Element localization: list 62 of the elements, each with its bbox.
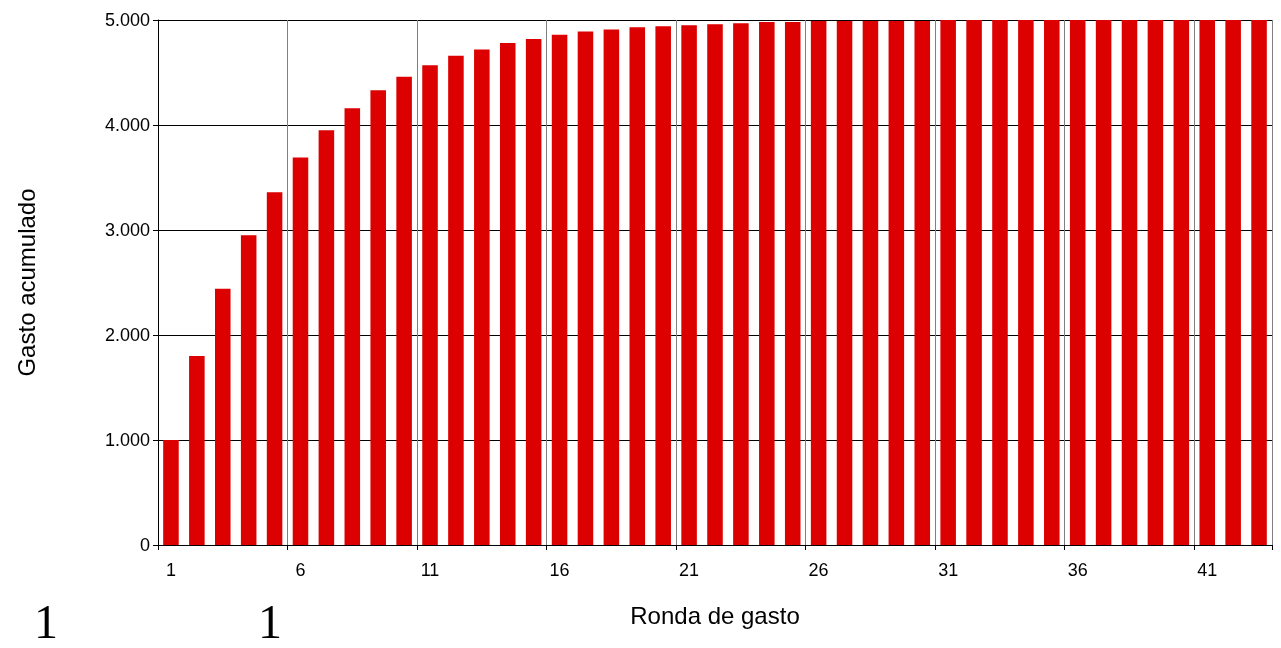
bar [1044, 20, 1060, 545]
x-tick-label: 31 [938, 560, 959, 580]
bar [966, 20, 982, 545]
bar [784, 22, 801, 545]
x-tick-label: 11 [420, 560, 440, 580]
bar [370, 90, 386, 545]
x-tick-label: 1 [165, 560, 176, 580]
y-tick-label: 5.000 [104, 10, 150, 30]
bar [215, 288, 231, 545]
y-axis-title: Gasto acumulado [12, 188, 40, 377]
bar [681, 25, 697, 545]
bar [888, 21, 905, 545]
x-axis-title: Ronda de gasto [630, 601, 800, 629]
bar [189, 356, 205, 545]
y-tick-label: 3.000 [104, 220, 150, 240]
bar [525, 38, 542, 545]
bar [1018, 20, 1034, 545]
x-tick-label: 21 [679, 560, 700, 580]
bar [940, 20, 956, 545]
bar [422, 65, 438, 545]
x-tick-label: 36 [1067, 560, 1088, 580]
bar [1251, 20, 1267, 545]
bar [655, 26, 671, 545]
bar [1225, 20, 1241, 545]
bar [1095, 20, 1112, 545]
x-tick-label: 6 [295, 560, 306, 580]
y-tick-label: 4.000 [104, 115, 150, 135]
bar [318, 130, 335, 545]
bar [474, 49, 490, 545]
bar [292, 157, 309, 545]
bar [266, 192, 283, 545]
bar [992, 20, 1008, 545]
bar [577, 31, 594, 545]
y-tick-label: 1.000 [104, 430, 150, 450]
bar [551, 34, 568, 545]
bar [862, 21, 879, 545]
bar [1147, 20, 1164, 545]
bar [1069, 20, 1086, 545]
bar [914, 21, 931, 545]
text: 1 [258, 595, 282, 648]
bar [836, 21, 853, 545]
x-tick-label: 41 [1197, 560, 1218, 580]
x-tick-label: 16 [549, 560, 570, 580]
x-tick-label: 26 [808, 560, 829, 580]
text: 1 [34, 595, 58, 648]
bar [629, 27, 646, 545]
bar [1121, 20, 1138, 545]
bar [603, 29, 620, 545]
bar [448, 55, 464, 545]
bar [810, 21, 827, 545]
bar [240, 235, 257, 545]
y-tick-label: 2.000 [104, 325, 150, 345]
bar [396, 76, 412, 545]
bar [1173, 20, 1190, 545]
bar [163, 440, 179, 545]
y-tick-label: 0 [139, 535, 150, 555]
bar [344, 108, 361, 545]
bar [759, 22, 775, 545]
bar [707, 24, 723, 545]
bar [499, 43, 516, 545]
bar [1199, 20, 1215, 545]
bar [733, 23, 749, 545]
